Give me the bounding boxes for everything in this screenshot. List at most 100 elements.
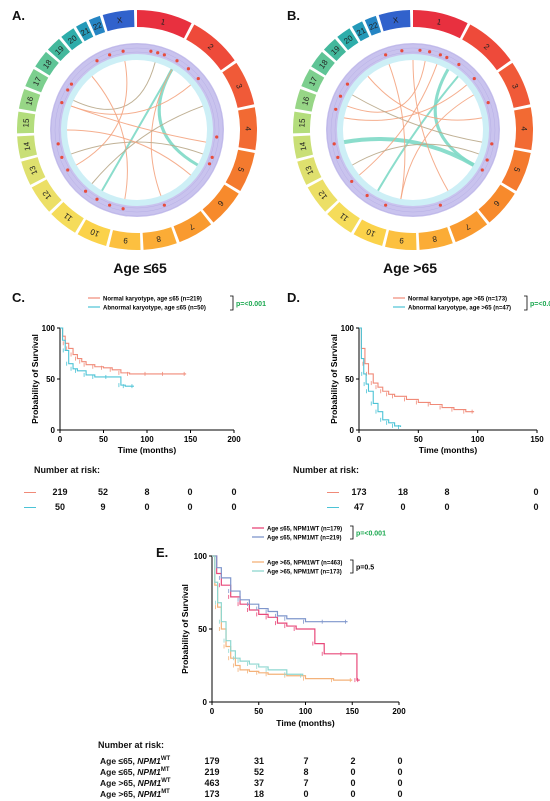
x-tick-label: 150 xyxy=(346,707,360,716)
translocation-link xyxy=(377,75,459,192)
x-tick-label: 150 xyxy=(530,435,544,444)
chromosome-label: 16 xyxy=(300,95,311,106)
chromosome-segment xyxy=(514,107,533,151)
variant-point xyxy=(149,49,153,53)
chromosome-label: 13 xyxy=(304,164,316,176)
chromosome-segment xyxy=(385,230,417,251)
chromosome-label: 17 xyxy=(31,75,43,87)
chromosome-segment xyxy=(173,211,212,243)
chromosome-segment xyxy=(301,69,325,93)
chromosome-segment xyxy=(364,15,382,36)
chromosome-label: 14 xyxy=(298,141,308,152)
risk-row-label: Age >65, NPM1MT xyxy=(100,789,170,799)
legend-label: Age ≤65, NPM1WT (n=179) xyxy=(267,527,342,533)
variant-point xyxy=(69,82,74,86)
risk-count: 0 xyxy=(303,789,309,799)
chromosome-segment xyxy=(307,179,338,212)
y-tick-label: 50 xyxy=(198,625,207,634)
variant-point xyxy=(480,168,484,172)
survival-curve xyxy=(60,327,187,375)
risk-title-d: Number at risk: xyxy=(293,465,360,475)
x-tick-label: 0 xyxy=(357,435,362,444)
y-tick-label: 0 xyxy=(51,426,56,435)
translocation-link xyxy=(352,94,483,143)
chromosome-label: 13 xyxy=(28,164,40,176)
variant-point xyxy=(350,179,354,184)
translocation-link xyxy=(91,105,203,184)
risk-title-e: Number at risk: xyxy=(98,740,165,750)
risk-count: 0 xyxy=(397,767,403,777)
circos-grid-ring xyxy=(54,47,220,213)
risk-count: 0 xyxy=(231,502,237,512)
chromosome-segment xyxy=(478,184,515,223)
chromosome-segment xyxy=(17,135,38,159)
chromosome-label: 10 xyxy=(89,227,101,239)
legend-label: Age >65, NPM1MT (n=173) xyxy=(267,570,342,576)
risk-count: 219 xyxy=(52,487,68,497)
risk-count: 219 xyxy=(204,767,220,777)
variant-point xyxy=(486,101,490,105)
x-tick-label: 150 xyxy=(184,435,198,444)
chromosome-segment xyxy=(21,157,46,185)
km-plot-e: 0 50 100 150 200 0 50 100 Time (months) Probabili… xyxy=(180,525,406,728)
risk-count: 18 xyxy=(253,789,264,799)
x-tick-label: 0 xyxy=(58,435,63,444)
chromosome-segment xyxy=(137,10,192,39)
variant-point xyxy=(108,53,112,57)
risk-count: 0 xyxy=(350,778,356,788)
chromosome-segment xyxy=(109,230,141,251)
survival-curve xyxy=(359,327,402,427)
variant-point xyxy=(175,59,179,63)
risk-title-c: Number at risk: xyxy=(34,465,101,475)
variant-point xyxy=(95,59,99,63)
x-tick-label: 100 xyxy=(299,707,313,716)
translocation-link xyxy=(76,60,128,166)
chromosome-label: 16 xyxy=(24,95,35,106)
variant-point xyxy=(186,67,191,71)
variant-point xyxy=(365,193,369,198)
risk-count: 8 xyxy=(444,487,450,497)
legend-label: Normal karyotype, age >65 (n=173) xyxy=(408,297,507,303)
chromosome-segment xyxy=(501,149,531,192)
translocation-link xyxy=(71,141,203,155)
variant-point xyxy=(121,207,125,211)
risk-count: 0 xyxy=(397,789,403,799)
risk-count: 173 xyxy=(351,487,367,497)
chromosome-segment xyxy=(327,202,360,233)
risk-count: 8 xyxy=(144,487,150,497)
y-tick-label: 100 xyxy=(194,552,208,561)
chromosome-label: 17 xyxy=(307,75,319,87)
y-axis-label: Probability of Survival xyxy=(329,334,339,424)
risk-count: 0 xyxy=(533,502,539,512)
chromosome-label: 15 xyxy=(297,118,307,128)
circos-caption-b: Age >65 xyxy=(382,260,438,276)
risk-swatch xyxy=(24,507,36,508)
risk-row-label: Age ≤65, NPM1MT xyxy=(100,767,170,777)
x-tick-label: 0 xyxy=(210,707,215,716)
panel-letter-d: D. xyxy=(287,290,300,305)
risk-count: 47 xyxy=(353,502,364,512)
chromosome-label: 5 xyxy=(512,166,522,174)
risk-count: 52 xyxy=(253,767,264,777)
variant-point xyxy=(66,168,70,172)
chromosome-segment xyxy=(462,24,511,71)
p-value: p=<0.001 xyxy=(356,531,386,538)
chromosome-label: 4 xyxy=(519,126,528,131)
panel-letter-e: E. xyxy=(156,545,169,560)
survival-curve xyxy=(212,555,348,623)
x-tick-label: 50 xyxy=(99,435,108,444)
translocation-link xyxy=(66,129,191,176)
chromosome-label: 6 xyxy=(491,198,501,208)
chromosome-segment xyxy=(413,10,468,39)
panel-letter-a: A. xyxy=(12,8,25,23)
chromosome-segment xyxy=(76,21,94,42)
variant-point xyxy=(56,142,60,146)
chromosome-segment xyxy=(47,38,71,61)
circos-grid-ring xyxy=(50,43,224,217)
chromosome-label: 1 xyxy=(160,17,167,27)
variant-point xyxy=(384,203,388,207)
x-axis-label: Time (months) xyxy=(276,718,335,728)
legend-label: Abnormal karyotype, age >65 (n=47) xyxy=(408,306,511,312)
translocation-link xyxy=(101,68,173,192)
